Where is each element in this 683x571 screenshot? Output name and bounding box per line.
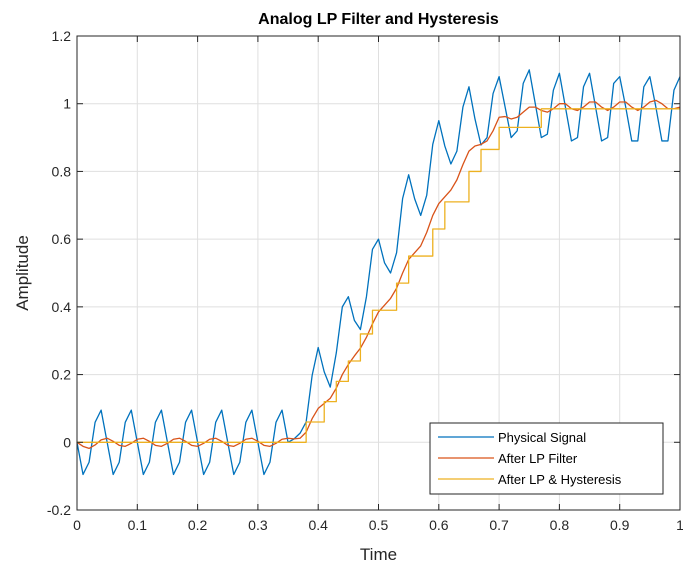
chart-title: Analog LP Filter and Hysteresis <box>258 11 499 28</box>
legend-label-2: After LP Filter <box>498 451 578 466</box>
legend-label-3: After LP & Hysteresis <box>498 472 622 487</box>
x-tick-label: 0.4 <box>308 517 328 533</box>
tick-labels: 0 0.1 0.2 0.3 0.4 0.5 0.6 0.7 0.8 0.9 1-0.200.20.4… <box>47 28 683 533</box>
y-tick-label: 0 <box>63 434 71 450</box>
x-tick-label: 0.7 <box>489 517 509 533</box>
y-tick-label: 0.8 <box>52 163 72 179</box>
y-tick-label: 0.6 <box>52 231 72 247</box>
y-tick-label: 0.2 <box>52 367 72 383</box>
legend: Physical Signal After LP Filter After LP &… <box>429 422 664 495</box>
x-tick-label: 0.8 <box>550 517 570 533</box>
x-axis-label: Time <box>360 545 397 564</box>
y-tick-label: 1.2 <box>52 28 72 44</box>
ticks <box>76 35 681 511</box>
x-tick-label: 0.2 <box>188 517 208 533</box>
series-layer <box>76 69 681 476</box>
x-tick-label: 1 <box>676 517 683 533</box>
y-axis-label: Amplitude <box>13 235 32 311</box>
series-line-1 <box>76 69 681 476</box>
x-tick-label: 0.1 <box>128 517 148 533</box>
x-tick-label: 0.5 <box>369 517 389 533</box>
y-tick-label: -0.2 <box>47 502 71 518</box>
series-line-3 <box>77 108 680 443</box>
y-tick-label: 0.4 <box>52 299 72 315</box>
x-tick-label: 0 <box>73 517 81 533</box>
y-tick-label: 1 <box>63 96 71 112</box>
x-tick-label: 0.6 <box>429 517 449 533</box>
legend-label-1: Physical Signal <box>498 430 586 445</box>
x-tick-label: 0.9 <box>610 517 630 533</box>
x-tick-label: 0.3 <box>248 517 268 533</box>
